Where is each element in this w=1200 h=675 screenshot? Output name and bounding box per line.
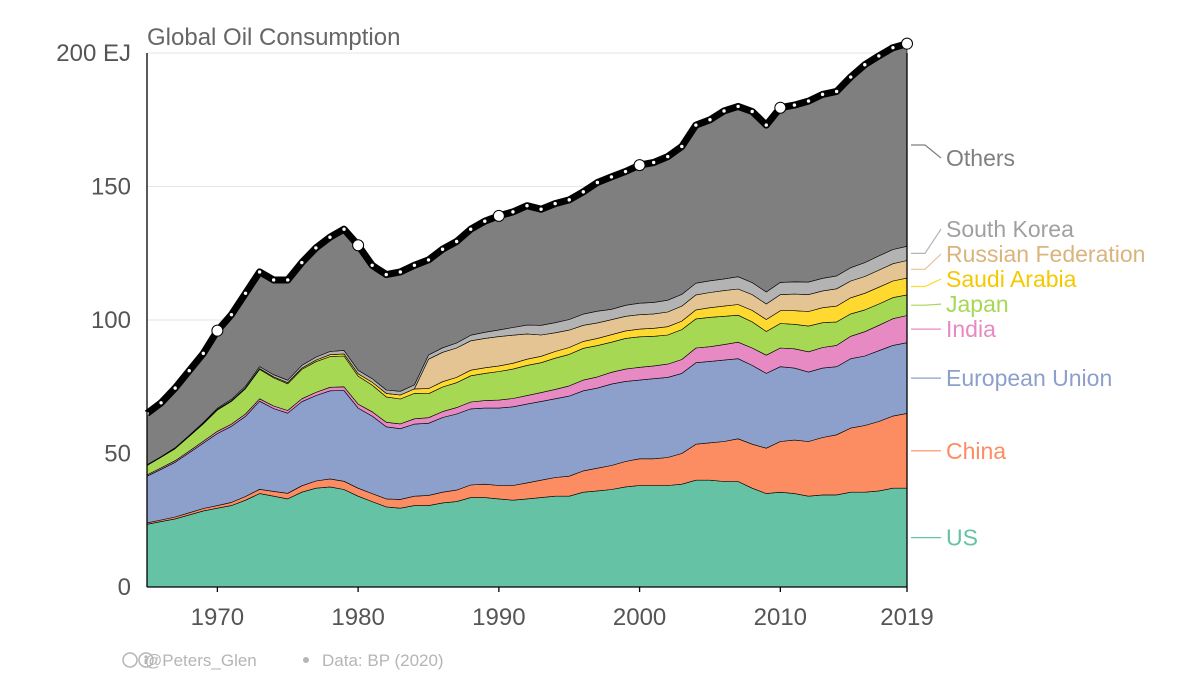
total-point [300, 260, 304, 265]
legend-label-china: China [946, 438, 1006, 464]
legend-label-us: US [946, 525, 978, 551]
legend-label-russian-federation: Russian Federation [946, 241, 1145, 267]
legend-leader [911, 228, 942, 254]
footer: @Peters_Glen Data: BP (2020) [122, 651, 444, 670]
total-point [666, 154, 670, 159]
total-point [342, 227, 346, 231]
total-point [792, 103, 797, 107]
total-point [623, 169, 628, 174]
legend-leader [911, 303, 942, 306]
x-tick-labels: 1970 1980 1990 2000 2010 2019 [191, 587, 934, 631]
total-point [525, 204, 529, 208]
total-point [257, 270, 262, 274]
total-point [722, 109, 726, 113]
legend-leader [911, 253, 942, 270]
total-point [708, 118, 712, 122]
x-tick-label: 2010 [754, 604, 807, 631]
x-tick-label: 2019 [880, 604, 933, 631]
separator-dot [303, 657, 309, 663]
stacked-areas [146, 43, 908, 588]
x-tick-label: 1990 [472, 604, 525, 631]
total-point [469, 227, 473, 231]
total-point [201, 351, 205, 356]
total-point [863, 63, 867, 67]
total-point [849, 75, 853, 79]
y-tick-labels: 0 50 100 150 200 EJ [56, 40, 131, 601]
legend-label-saudi-arabia: Saudi Arabia [946, 266, 1077, 292]
total-point [483, 219, 487, 223]
y-tick-label: 200 EJ [56, 40, 131, 67]
total-marker [211, 324, 224, 337]
total-point [229, 312, 234, 317]
author-credit: @Peters_Glen [145, 651, 257, 670]
cc-license-icon [122, 652, 154, 668]
total-point [680, 144, 684, 149]
total-marker [901, 37, 913, 50]
total-point [159, 401, 163, 405]
total-point [243, 291, 248, 295]
total-point [877, 54, 881, 58]
total-line [144, 37, 913, 417]
total-point [286, 278, 290, 282]
data-source: Data: BP (2020) [322, 651, 444, 670]
total-point [651, 160, 656, 165]
total-point [567, 198, 571, 202]
x-tick-label: 1980 [331, 604, 384, 631]
total-point [370, 263, 374, 267]
total-point [398, 270, 403, 274]
total-marker [492, 209, 505, 222]
total-point [440, 247, 445, 251]
total-point [187, 369, 191, 373]
legend-label-south-korea: South Korea [946, 216, 1074, 242]
legend-label-european-union: European Union [946, 365, 1112, 391]
total-point [271, 278, 276, 282]
total-point [750, 109, 754, 114]
total-point [426, 258, 431, 262]
total-point [736, 104, 740, 109]
total-point [806, 99, 811, 103]
chart-title: Global Oil Consumption [147, 24, 400, 51]
total-point [314, 246, 318, 250]
total-point [384, 272, 388, 277]
total-point [820, 92, 825, 97]
legend-label-others: Others [946, 145, 1015, 171]
total-point [891, 45, 895, 50]
total-point [764, 123, 768, 127]
total-marker [774, 101, 787, 114]
legend-label-india: India [946, 316, 996, 342]
total-point [581, 190, 585, 194]
total-point [694, 123, 698, 127]
legend-label-japan: Japan [946, 291, 1009, 317]
total-point [595, 180, 600, 185]
total-marker [633, 159, 646, 172]
y-tick-label: 150 [91, 174, 131, 201]
total-point [173, 386, 177, 390]
total-point [609, 175, 614, 179]
y-tick-label: 50 [104, 441, 131, 468]
total-point [834, 89, 839, 94]
total-point [553, 201, 557, 206]
total-point [412, 263, 417, 267]
total-point [328, 235, 332, 239]
legend-leader [911, 278, 942, 288]
legend-leader [911, 144, 942, 159]
total-marker [352, 239, 365, 252]
total-point [539, 207, 543, 211]
y-tick-label: 100 [91, 307, 131, 334]
y-tick-label: 0 [118, 574, 131, 601]
x-tick-label: 2000 [613, 604, 666, 631]
total-point [454, 239, 459, 244]
x-tick-label: 1970 [191, 604, 244, 631]
total-point [511, 210, 515, 214]
